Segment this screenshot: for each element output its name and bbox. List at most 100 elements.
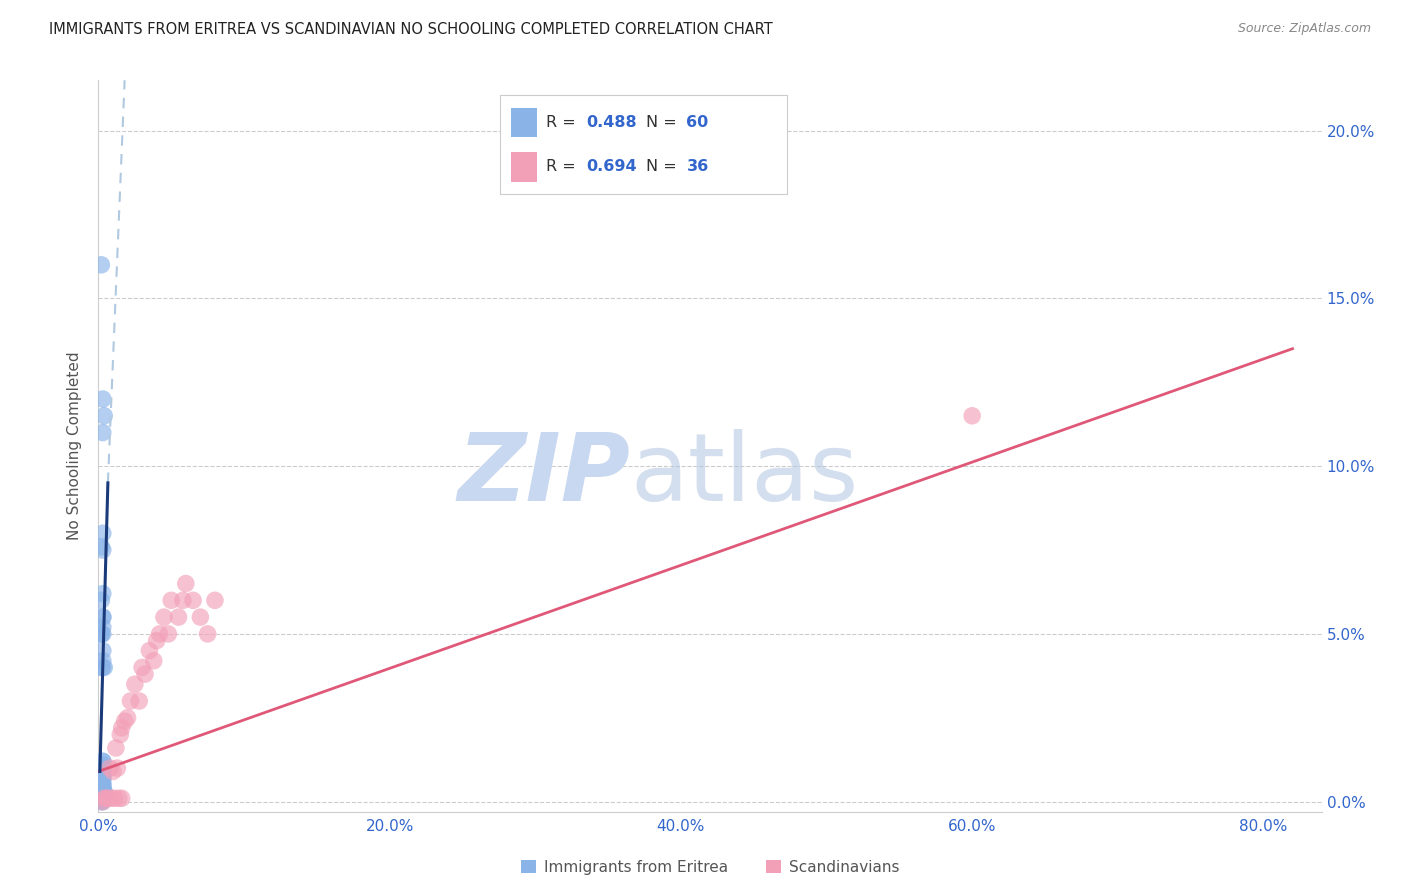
Text: Source: ZipAtlas.com: Source: ZipAtlas.com [1237, 22, 1371, 36]
Text: ZIP: ZIP [457, 429, 630, 521]
Point [172, 593, 194, 607]
Point [90, 795, 112, 809]
Point [204, 593, 226, 607]
Point [90, 660, 112, 674]
Point [90, 761, 112, 775]
Point [153, 610, 176, 624]
Text: IMMIGRANTS FROM ERITREA VS SCANDINAVIAN NO SCHOOLING COMPLETED CORRELATION CHART: IMMIGRANTS FROM ERITREA VS SCANDINAVIAN … [49, 22, 773, 37]
Point [145, 633, 167, 648]
Point [100, 791, 122, 805]
Point [142, 654, 165, 668]
Point [167, 610, 190, 624]
Point [90, 540, 112, 554]
Point [111, 721, 134, 735]
Point [117, 711, 139, 725]
Point [98, 761, 121, 775]
Point [91, 425, 114, 440]
Point [90, 788, 112, 802]
Point [91, 761, 114, 775]
Point [160, 593, 183, 607]
Point [91, 654, 114, 668]
Point [91, 620, 114, 634]
Point [90, 774, 112, 789]
Point [104, 741, 127, 756]
Point [103, 791, 125, 805]
Point [90, 768, 112, 782]
Point [90, 774, 112, 789]
Point [93, 409, 115, 423]
Point [91, 610, 114, 624]
Point [90, 627, 112, 641]
Point [91, 774, 114, 789]
Point [90, 784, 112, 798]
Point [128, 694, 150, 708]
Point [91, 768, 114, 782]
Point [134, 667, 156, 681]
Legend: Immigrants from Eritrea, Scandinavians: Immigrants from Eritrea, Scandinavians [515, 854, 905, 881]
Point [91, 627, 114, 641]
Point [94, 791, 117, 805]
Point [91, 778, 114, 792]
Point [120, 694, 142, 708]
Point [91, 791, 114, 805]
Point [93, 660, 115, 674]
Point [93, 784, 115, 798]
Point [131, 660, 153, 674]
Point [91, 764, 114, 779]
Point [91, 610, 114, 624]
Point [124, 677, 146, 691]
Point [91, 755, 114, 769]
Point [91, 778, 114, 792]
Point [188, 610, 212, 624]
Point [157, 627, 180, 641]
Point [91, 788, 114, 802]
Point [96, 791, 118, 805]
Point [91, 757, 114, 772]
Point [91, 781, 114, 796]
Point [101, 764, 124, 779]
Point [110, 727, 132, 741]
Point [91, 795, 114, 809]
Point [149, 627, 172, 641]
Point [91, 643, 114, 657]
Point [91, 771, 114, 785]
Point [91, 761, 114, 775]
Point [91, 543, 114, 558]
Point [93, 791, 115, 805]
Point [91, 784, 114, 798]
Point [90, 781, 112, 796]
Point [91, 392, 114, 406]
Point [111, 791, 134, 805]
Point [108, 791, 131, 805]
Point [105, 761, 128, 775]
Point [90, 791, 112, 805]
Point [91, 526, 114, 541]
Point [91, 768, 114, 782]
Point [181, 593, 204, 607]
Point [91, 781, 114, 796]
Text: atlas: atlas [630, 429, 859, 521]
Point [960, 409, 983, 423]
Point [174, 576, 197, 591]
Point [91, 755, 114, 769]
Point [91, 795, 114, 809]
Point [91, 660, 114, 674]
Point [90, 593, 112, 607]
Point [93, 791, 115, 805]
Point [114, 714, 136, 728]
Point [91, 587, 114, 601]
Point [90, 627, 112, 641]
Point [90, 771, 112, 785]
Point [138, 643, 160, 657]
Point [91, 784, 114, 798]
Point [91, 764, 114, 779]
Point [90, 764, 112, 779]
Point [90, 761, 112, 775]
Point [90, 258, 112, 272]
Point [197, 627, 219, 641]
Point [91, 768, 114, 782]
Point [91, 788, 114, 802]
Point [90, 788, 112, 802]
Point [90, 757, 112, 772]
Y-axis label: No Schooling Completed: No Schooling Completed [67, 351, 83, 541]
